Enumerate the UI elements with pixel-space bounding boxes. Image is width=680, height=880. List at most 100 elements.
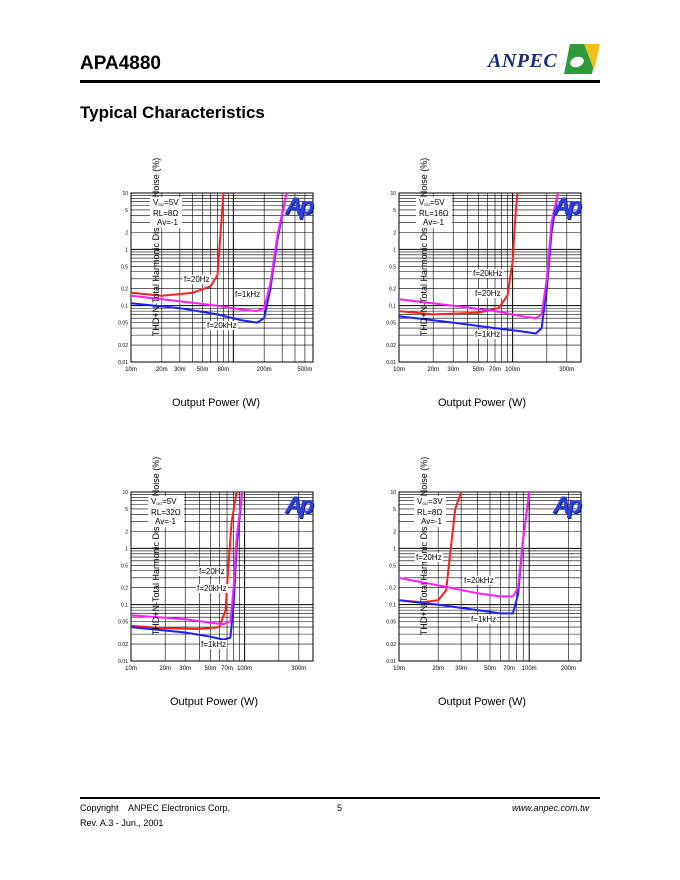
x-tick-label: 70m	[489, 367, 501, 373]
x-tick-label: 10m	[125, 666, 137, 672]
annotation-20hz: f=20Hz	[183, 275, 211, 284]
footer-copyright: Copyright ANPEC Electronics Corp.	[80, 803, 231, 813]
y-tick-label: 10	[122, 490, 128, 496]
x-tick-label: 30m	[174, 367, 186, 373]
ap-watermark-icon: Ap	[553, 193, 582, 220]
annotation-20khz: f=20kHz	[196, 584, 228, 593]
y-axis-label: THD+N-Total Harmonic Distortion+Noise (%…	[419, 157, 429, 337]
y-tick-label: 0.5	[121, 264, 128, 270]
series-line-20khz	[399, 492, 531, 598]
annotation-20khz: f=20kHz	[206, 321, 238, 330]
series-line-20khz	[399, 193, 559, 320]
annotation-1khz: f=1kHz	[470, 615, 498, 624]
thd-chart-5v-32ohm: 10m 20m 30m 50m 70m 100m 300m 10 5 2 1 0.5 0.2 0.1 0.0…	[100, 454, 400, 754]
x-tick-label: 200m	[257, 367, 272, 373]
x-tick-label: 70m	[503, 666, 515, 672]
y-tick-label: 10	[390, 490, 396, 496]
plot-frame	[398, 491, 582, 662]
condition-rl: RL=16Ω	[419, 209, 449, 218]
y-tick-label: 0.5	[121, 563, 128, 569]
conditions-box: VDD=5V RL=16Ω Av=-1	[416, 197, 452, 228]
condition-rl: RL=8Ω	[417, 508, 443, 517]
y-tick-label: 5	[393, 208, 396, 214]
condition-vdd: VDD=3V	[417, 497, 443, 506]
y-tick-label: 0.2	[389, 287, 396, 293]
annotation-20khz: f=20kHz	[463, 576, 495, 585]
series-line-20khz	[131, 492, 244, 626]
annotation-1khz: f=1kHz	[234, 290, 262, 299]
logo-text: ANPEC	[488, 50, 558, 72]
x-tick-label: 500m	[297, 367, 312, 373]
y-tick-label: 0.5	[389, 563, 396, 569]
y-tick-label: 0.1	[389, 603, 396, 609]
section-title: Typical Characteristics	[80, 103, 265, 122]
x-tick-label: 20m	[159, 666, 171, 672]
annotation-20hz: f=20Hz	[415, 553, 443, 562]
y-tick-label: 0.2	[121, 287, 128, 293]
condition-av: Av=-1	[155, 517, 176, 526]
y-tick-label: 0.1	[121, 603, 128, 609]
x-tick-label: 20m	[427, 367, 439, 373]
x-tick-label: 50m	[484, 666, 496, 672]
y-tick-label: 5	[125, 507, 128, 513]
series-line-20hz	[399, 193, 522, 316]
x-axis-label: Output Power (W)	[170, 696, 259, 708]
y-tick-label: 0.02	[118, 642, 128, 648]
x-axis-label: Output Power (W)	[438, 397, 527, 409]
condition-vdd: VDD=5V	[419, 198, 445, 207]
chart-plot: 10m 20m 30m 50m 70m 100m 200m 10 5 2 1 0.5 0.2 0.1 0.0…	[386, 490, 582, 672]
footer-url[interactable]: www.anpec.com.tw	[512, 803, 590, 813]
y-tick-label: 0.01	[386, 360, 396, 366]
conditions-box: VDD=3V RL=8Ω Av=-1	[414, 496, 446, 527]
y-tick-label: 0.05	[386, 321, 396, 327]
thd-chart-5v-16ohm: 10m 20m 30m 50m 70m 100m 300m 10 5 2 1 0.5 0.2 0.1 0.0…	[368, 155, 668, 455]
y-tick-label: 2	[393, 230, 396, 236]
series-line-20hz	[131, 193, 234, 297]
y-tick-label: 10	[122, 191, 128, 197]
x-tick-label: 20m	[432, 666, 444, 672]
y-axis-label: THD+N-Total Harmonic Distortion+Noise (%…	[151, 157, 161, 337]
y-tick-label: 0.01	[118, 360, 128, 366]
y-tick-label: 0.01	[118, 659, 128, 665]
conditions-box: VDD=5V RL=32Ω Av=-1	[148, 496, 184, 527]
y-tick-label: 0.02	[118, 343, 128, 349]
x-tick-label: 30m	[179, 666, 191, 672]
y-tick-label: 0.5	[389, 264, 396, 270]
y-axis-label: THD+N-Total Harmonic Distortion+Noise (%…	[151, 456, 161, 636]
logo-mark-icon	[564, 44, 600, 74]
y-tick-label: 2	[125, 230, 128, 236]
x-tick-label: 70m	[221, 666, 233, 672]
ap-watermark-icon: Ap	[285, 492, 314, 519]
annotation-20hz: f=20Hz	[198, 567, 226, 576]
y-tick-label: 2	[125, 529, 128, 535]
y-tick-label: 0.02	[386, 343, 396, 349]
condition-vdd: VDD=5V	[153, 198, 179, 207]
x-tick-label: 10m	[125, 367, 137, 373]
annotation-1khz: f=1kHz	[474, 330, 502, 339]
y-tick-label: 5	[393, 507, 396, 513]
condition-rl: RL=32Ω	[151, 508, 181, 517]
y-tick-label: 1	[125, 546, 128, 552]
y-tick-label: 0.05	[118, 321, 128, 327]
condition-av: Av=-1	[421, 517, 442, 526]
y-tick-label: 0.2	[121, 586, 128, 592]
x-tick-label: 200m	[561, 666, 576, 672]
x-tick-label: 10m	[393, 367, 405, 373]
x-axis-label: Output Power (W)	[172, 397, 261, 409]
y-tick-label: 0.1	[389, 304, 396, 310]
chart-plot: 10m 20m 30m 50m 70m 100m 300m 10 5 2 1 0.5 0.2 0.1 0.0…	[386, 191, 582, 373]
x-tick-label: 80m	[218, 367, 230, 373]
x-axis-label: Output Power (W)	[438, 696, 527, 708]
footer-page-number: 5	[337, 803, 343, 813]
y-tick-label: 1	[125, 247, 128, 253]
series-line-20khz	[131, 193, 288, 313]
thd-chart-3v-8ohm: 10m 20m 30m 50m 70m 100m 200m 10 5 2 1 0.5 0.2 0.1 0.0…	[368, 454, 668, 754]
ap-watermark-icon: Ap	[285, 193, 314, 220]
x-tick-label: 100m	[522, 666, 537, 672]
y-tick-label: 0.05	[118, 620, 128, 626]
footer-revision: Rev. A.3 - Jun., 2001	[80, 818, 164, 828]
annotation-20khz: f=20kHz	[472, 269, 504, 278]
plot-frame	[398, 192, 582, 363]
x-tick-label: 100m	[237, 666, 252, 672]
header-rule	[80, 80, 600, 83]
